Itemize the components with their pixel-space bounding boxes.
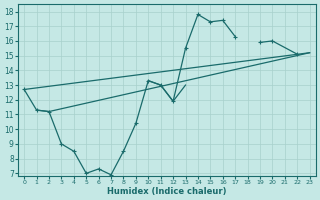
X-axis label: Humidex (Indice chaleur): Humidex (Indice chaleur) (107, 187, 227, 196)
